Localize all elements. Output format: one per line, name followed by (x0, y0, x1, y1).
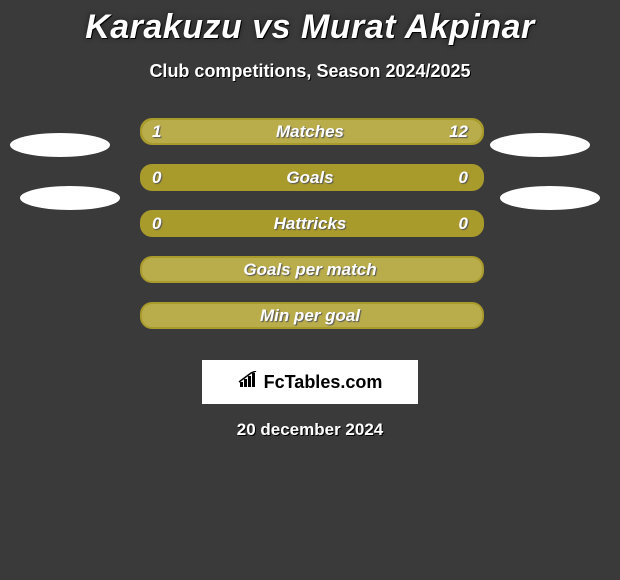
player-photo-placeholder (500, 186, 600, 210)
brand-logo: FcTables.com (202, 360, 418, 404)
stat-bar-track (140, 256, 484, 283)
stat-row: Min per goal (0, 302, 620, 348)
stat-bar-track (140, 164, 484, 191)
player-photo-placeholder (10, 133, 110, 157)
bar-chart-icon (238, 371, 260, 394)
stat-bar-track (140, 302, 484, 329)
stat-bar-track (140, 210, 484, 237)
comparison-infographic: Karakuzu vs Murat Akpinar Club competiti… (0, 8, 620, 580)
stat-value-right: 12 (449, 120, 468, 143)
stat-row: Hattricks00 (0, 210, 620, 256)
footer-date: 20 december 2024 (0, 420, 620, 440)
stat-value-left: 0 (152, 166, 161, 189)
stat-bar-track (140, 118, 484, 145)
stat-value-left: 1 (152, 120, 161, 143)
stat-value-right: 0 (459, 212, 468, 235)
stat-row: Goals per match (0, 256, 620, 302)
page-subtitle: Club competitions, Season 2024/2025 (0, 61, 620, 82)
player-photo-placeholder (20, 186, 120, 210)
player-photo-placeholder (490, 133, 590, 157)
stat-value-left: 0 (152, 212, 161, 235)
brand-logo-text: FcTables.com (264, 372, 383, 393)
stat-bar-right-fill (168, 120, 482, 143)
page-title: Karakuzu vs Murat Akpinar (0, 8, 620, 47)
stat-value-right: 0 (459, 166, 468, 189)
